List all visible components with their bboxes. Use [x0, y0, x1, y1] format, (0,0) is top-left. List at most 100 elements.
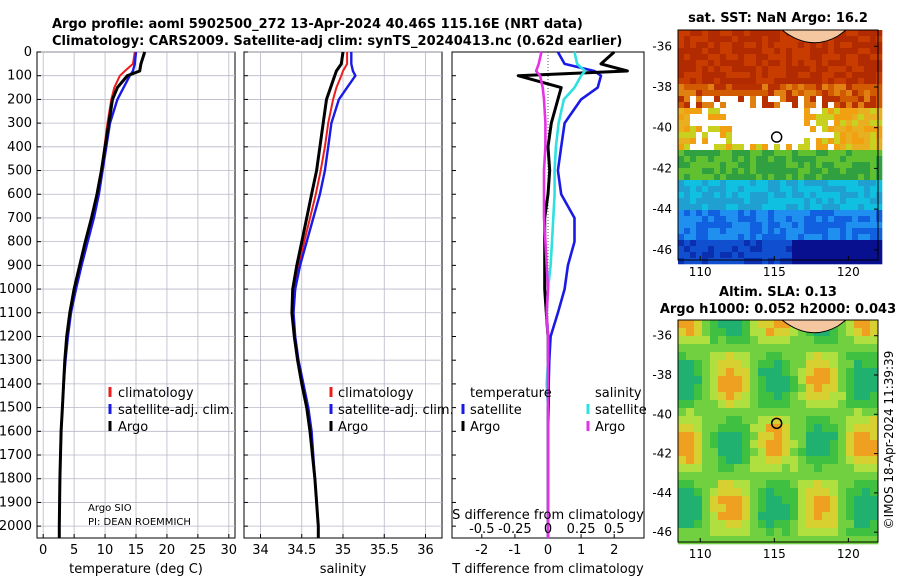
map-cell: [720, 60, 727, 67]
map-cell: [852, 36, 859, 43]
map-cell: [726, 520, 735, 529]
map-cell: [828, 84, 835, 91]
map-cell: [864, 156, 871, 163]
map-cell: [790, 408, 799, 417]
map-cell: [864, 132, 871, 139]
map-cell: [742, 504, 751, 513]
map-cell: [684, 168, 691, 175]
map-cell: [732, 132, 739, 139]
map-cell: [798, 96, 805, 103]
map-cell: [840, 102, 847, 109]
map-cell: [750, 168, 757, 175]
map-cell: [834, 192, 841, 199]
map-cell: [840, 192, 847, 199]
map-cell: [702, 168, 709, 175]
map-cell: [790, 376, 799, 385]
map-cell: [816, 72, 823, 79]
map-cell: [822, 54, 829, 61]
map-cell: [840, 246, 847, 253]
map-cell: [798, 360, 807, 369]
map-cell: [846, 138, 853, 145]
map-cell: [876, 156, 883, 163]
map-cell: [852, 54, 859, 61]
map-cell: [690, 96, 697, 103]
map-cell: [830, 472, 839, 481]
map-cell: [870, 138, 877, 145]
map-cell: [678, 192, 685, 199]
map-cell: [828, 138, 835, 145]
map-cell: [870, 228, 877, 235]
map-cell: [702, 102, 709, 109]
map-cell: [774, 180, 781, 187]
map-cell: [750, 520, 759, 529]
map-cell: [766, 536, 775, 545]
map-cell: [870, 336, 879, 345]
map-cell: [822, 512, 831, 521]
map-cell: [810, 240, 817, 247]
map-cell: [786, 126, 793, 133]
map-cell: [734, 328, 743, 337]
map-cell: [862, 400, 871, 409]
depth-tick-label: 600: [7, 187, 32, 202]
map-cell: [750, 344, 759, 353]
figure-title-line2: Climatology: CARS2009. Satellite-adj cli…: [52, 34, 622, 49]
map-cell: [726, 424, 735, 433]
map-cell: [774, 336, 783, 345]
map-cell: [726, 328, 735, 337]
map-cell: [806, 480, 815, 489]
map-cell: [854, 504, 863, 513]
map-cell: [750, 42, 757, 49]
map-cell: [830, 424, 839, 433]
map-cell: [708, 222, 715, 229]
map-cell: [876, 114, 883, 121]
map-cell: [838, 520, 847, 529]
map-cell: [720, 42, 727, 49]
map-cell: [810, 120, 817, 127]
map-cell: [806, 424, 815, 433]
map-cell: [732, 126, 739, 133]
map-cell: [744, 138, 751, 145]
map-cell: [798, 368, 807, 377]
map-cell: [714, 234, 721, 241]
map-cell: [738, 114, 745, 121]
map-cell: [708, 168, 715, 175]
map-cell: [678, 216, 685, 223]
map-cell: [726, 528, 735, 537]
map-cell: [738, 102, 745, 109]
map-cell: [780, 174, 787, 181]
map-cell: [862, 520, 871, 529]
map-cell: [846, 174, 853, 181]
map-cell: [702, 520, 711, 529]
map-cell: [774, 138, 781, 145]
map-cell: [732, 114, 739, 121]
map-cell: [870, 328, 879, 337]
map-cell: [846, 120, 853, 127]
map-cell: [846, 456, 855, 465]
map-cell: [738, 84, 745, 91]
map-cell: [694, 448, 703, 457]
map-cell: [822, 222, 829, 229]
map-cell: [822, 456, 831, 465]
map-cell: [708, 174, 715, 181]
map-cell: [734, 520, 743, 529]
map-cell: [744, 36, 751, 43]
x-tick-label: 15: [128, 543, 145, 558]
map-cell: [710, 320, 719, 329]
map-cell: [846, 392, 855, 401]
map-cell: [708, 78, 715, 85]
map-cell: [696, 198, 703, 205]
map-cell: [774, 504, 783, 513]
map-cell: [828, 120, 835, 127]
depth-axis: 0100200300400500600700800900100011001200…: [0, 45, 32, 534]
map-cell: [686, 400, 695, 409]
map-cell: [762, 204, 769, 211]
map-cell: [790, 536, 799, 545]
map-cell: [854, 496, 863, 505]
map-cell: [702, 36, 709, 43]
map-cell: [774, 328, 783, 337]
map-cell: [834, 150, 841, 157]
map-cell: [678, 384, 687, 393]
map-cell: [774, 488, 783, 497]
map-cell: [732, 96, 739, 103]
map-cell: [768, 48, 775, 55]
